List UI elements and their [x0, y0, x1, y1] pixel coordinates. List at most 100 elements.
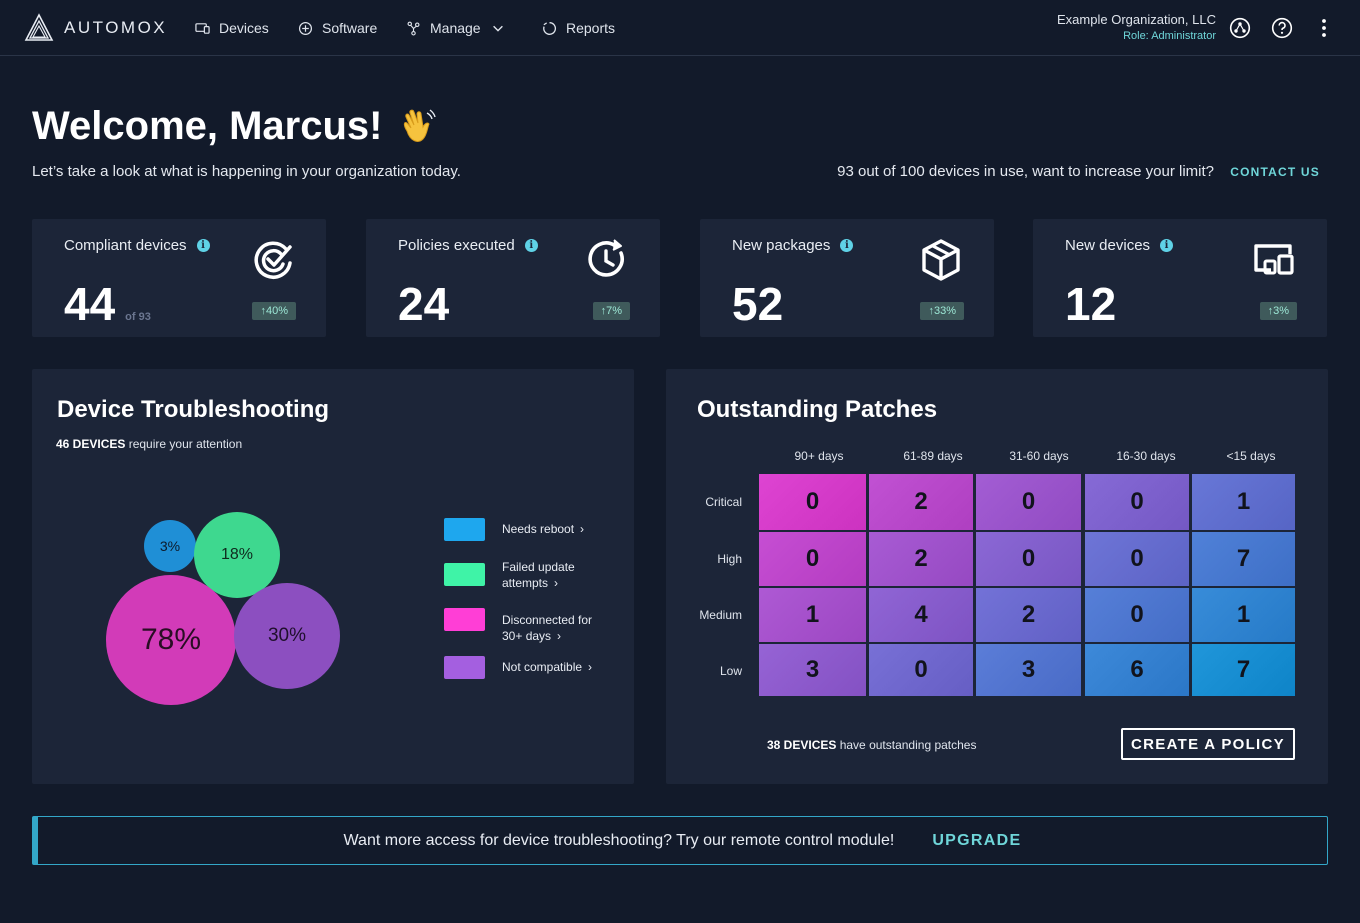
heatmap-cell[interactable]: 6 — [1085, 644, 1189, 696]
heatmap-cell[interactable]: 0 — [976, 532, 1081, 586]
heatmap-cell[interactable]: 0 — [1085, 474, 1189, 530]
info-icon[interactable]: i — [196, 239, 210, 252]
nav-devices-label: Devices — [219, 20, 269, 36]
devices-icon — [195, 22, 210, 34]
stat-card-new-devices[interactable]: New devices i 12 ↑3% — [1033, 219, 1327, 337]
heatmap-cell[interactable]: 7 — [1192, 532, 1295, 586]
stat-card-compliant-devices[interactable]: Compliant devices i 44 of 93 ↑40% — [32, 219, 326, 337]
stat-card-label-row: New packages i — [732, 237, 854, 254]
heatmap-cell[interactable]: 0 — [976, 474, 1081, 530]
legend-label: Needs reboot › — [502, 522, 585, 536]
heatmap-cell[interactable]: 3 — [759, 644, 866, 696]
heatmap-cell[interactable]: 0 — [1085, 588, 1189, 642]
upgrade-banner: Want more access for device troubleshoot… — [32, 816, 1328, 865]
check-circle-icon — [254, 241, 292, 279]
integrations-icon[interactable] — [1229, 17, 1251, 39]
heatmap-cell[interactable]: 1 — [1192, 474, 1295, 530]
heatmap-cell[interactable]: 4 — [869, 588, 973, 642]
chevron-down-icon — [492, 25, 503, 32]
stat-card-new-packages[interactable]: New packages i 52 ↑33% — [700, 219, 994, 337]
software-icon — [298, 21, 313, 35]
patches-count-text: have outstanding patches — [836, 738, 977, 752]
top-navigation: AUTOMOX Devices Software Manage — [0, 0, 1360, 56]
nav-devices[interactable]: Devices — [195, 18, 269, 38]
legend-disconnected[interactable]: Disconnected for 30+ days › — [444, 608, 602, 644]
package-icon — [922, 239, 960, 281]
automox-logo-icon — [24, 13, 54, 41]
banner-text: Want more access for device troubleshoot… — [343, 831, 895, 849]
device-troubleshooting-panel: Device Troubleshooting 46 DEVICES requir… — [32, 369, 634, 784]
bubble-not-compatible[interactable]: 30% — [234, 583, 340, 689]
info-icon[interactable]: i — [840, 239, 854, 252]
stat-card-total: of 93 — [125, 311, 151, 323]
legend-swatch — [444, 518, 485, 541]
bubble-needs-reboot[interactable]: 3% — [144, 520, 196, 572]
organization-switcher[interactable]: Example Organization, LLC Role: Administ… — [1057, 12, 1216, 42]
bubble-label: 18% — [220, 546, 254, 563]
welcome-heading: Welcome, Marcus! — [32, 104, 437, 149]
automox-logo[interactable]: AUTOMOX — [24, 13, 167, 43]
create-policy-button[interactable]: CREATE A POLICY — [1121, 728, 1295, 760]
stat-card-value: 52 — [732, 278, 784, 330]
heatmap-cell[interactable]: 2 — [869, 532, 973, 586]
stat-card-label: Compliant devices — [64, 237, 187, 254]
heatmap-cell[interactable]: 2 — [869, 474, 973, 530]
stat-card-label-row: New devices i — [1065, 237, 1174, 254]
row-header: High — [717, 552, 742, 566]
heatmap-cell[interactable]: 1 — [759, 588, 866, 642]
nav-manage[interactable]: Manage — [406, 18, 505, 38]
nav-software-label: Software — [322, 20, 378, 36]
clock-refresh-icon — [588, 239, 624, 277]
legend-failed-updates[interactable]: Failed update attempts › — [444, 559, 602, 591]
bubble-label: 30% — [267, 625, 307, 646]
legend-needs-reboot[interactable]: Needs reboot › — [444, 518, 602, 541]
stat-card-value-row: 44 of 93 — [64, 277, 151, 331]
row-header: Medium — [699, 608, 742, 622]
waving-hand-icon — [403, 108, 436, 142]
row-header: Critical — [705, 495, 742, 509]
heatmap-cell[interactable]: 2 — [976, 588, 1081, 642]
legend-not-compatible[interactable]: Not compatible › — [444, 656, 602, 679]
heatmap-cell[interactable]: 0 — [1085, 532, 1189, 586]
stat-card-label: Policies executed — [398, 237, 515, 254]
bubble-disconnected[interactable]: 78% — [106, 575, 236, 705]
troubleshooting-count-text: require your attention — [125, 437, 243, 451]
stat-card-label-row: Compliant devices i — [64, 237, 210, 254]
help-icon[interactable] — [1271, 17, 1293, 39]
panel-title: Outstanding Patches — [697, 396, 938, 423]
column-header: 90+ days — [794, 449, 844, 463]
legend-label: Failed update attempts › — [502, 560, 575, 590]
legend-swatch — [444, 563, 485, 586]
heatmap-cell[interactable]: 0 — [759, 474, 866, 530]
stat-card-trend-badge: ↑33% — [920, 302, 964, 320]
more-vertical-icon[interactable] — [1313, 17, 1335, 39]
heatmap-cell[interactable]: 0 — [759, 532, 866, 586]
upgrade-link[interactable]: UPGRADE — [932, 831, 1022, 849]
column-header: <15 days — [1226, 449, 1276, 463]
bubble-label: 78% — [140, 623, 202, 656]
legend-label: Not compatible › — [502, 660, 593, 674]
heatmap-cell[interactable]: 0 — [869, 644, 973, 696]
patches-count: 38 DEVICES — [767, 738, 837, 752]
nav-software[interactable]: Software — [298, 18, 377, 38]
heatmap-cell[interactable]: 3 — [976, 644, 1081, 696]
nav-reports[interactable]: Reports — [542, 18, 615, 38]
info-icon[interactable]: i — [1160, 239, 1174, 252]
manage-icon — [407, 21, 420, 35]
welcome-title-text: Welcome, Marcus! — [32, 104, 383, 148]
nav-manage-label: Manage — [430, 20, 481, 36]
legend-swatch — [444, 656, 485, 679]
stat-card-trend-badge: ↑7% — [592, 302, 630, 320]
column-header: 31-60 days — [1009, 449, 1069, 463]
info-icon[interactable]: i — [524, 239, 538, 252]
legend-swatch — [444, 608, 485, 631]
row-header: Low — [719, 664, 742, 678]
heatmap-cell[interactable]: 7 — [1192, 644, 1295, 696]
stat-card-policies-executed[interactable]: Policies executed i 24 ↑7% — [366, 219, 660, 337]
heatmap-cell[interactable]: 1 — [1192, 588, 1295, 642]
stat-card-value: 24 — [398, 278, 450, 330]
bubble-failed-updates[interactable]: 18% — [194, 512, 280, 598]
contact-us-link[interactable]: CONTACT US — [1230, 165, 1320, 179]
nav-reports-label: Reports — [566, 20, 616, 36]
stat-card-label: New packages — [732, 237, 831, 254]
